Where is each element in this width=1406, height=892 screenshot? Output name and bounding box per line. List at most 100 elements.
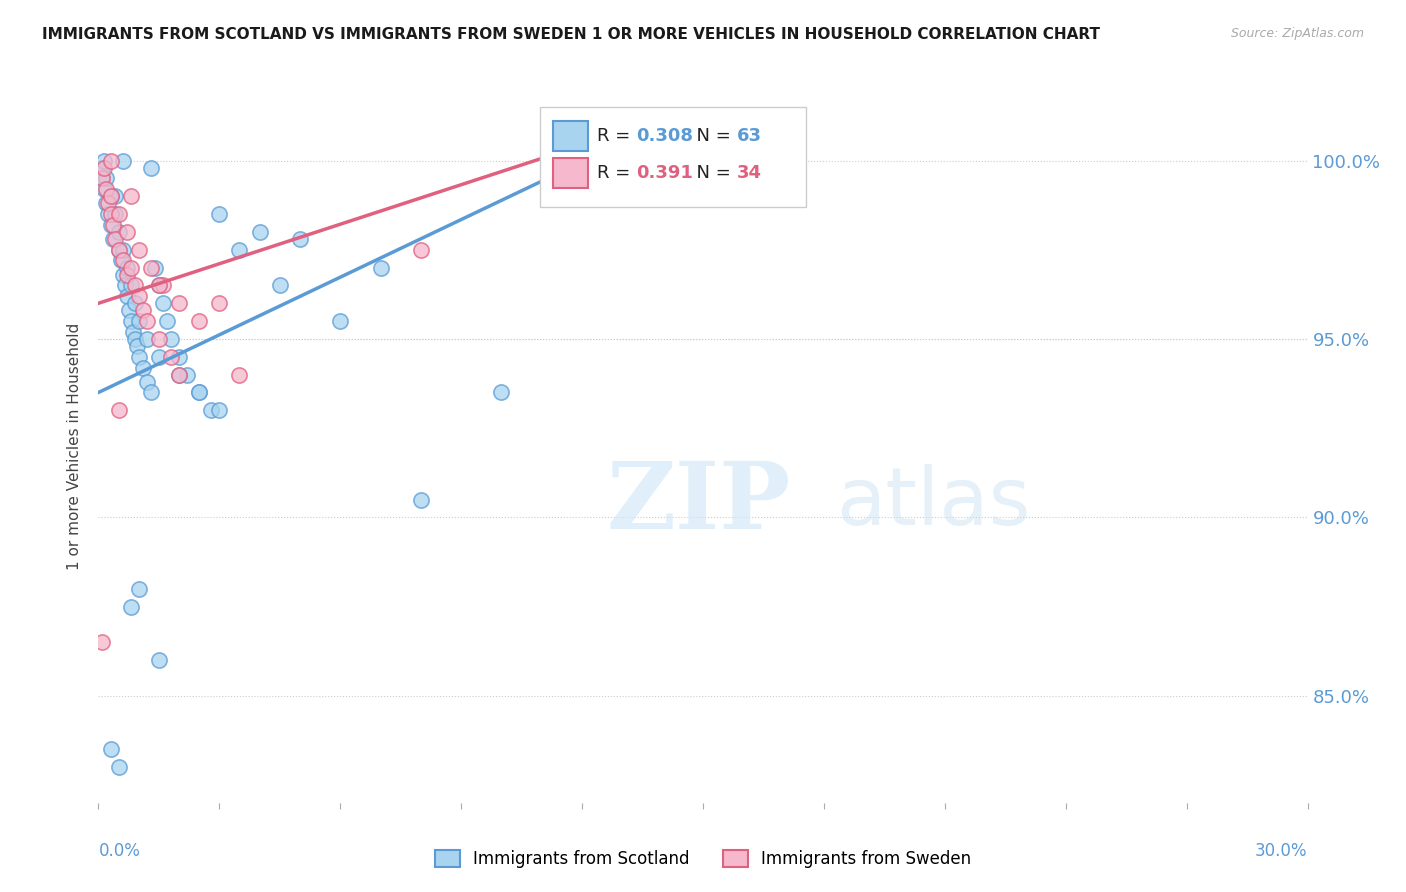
Point — [128, 582, 150, 596]
Text: N =: N = — [685, 127, 737, 145]
Point — [100, 218, 122, 232]
Point — [228, 243, 250, 257]
Point — [110, 253, 132, 268]
Point — [91, 171, 114, 186]
Point — [139, 260, 162, 275]
Point — [148, 278, 170, 293]
Point — [128, 243, 150, 257]
Text: R =: R = — [596, 164, 636, 182]
Point — [200, 403, 222, 417]
Y-axis label: 1 or more Vehicles in Household: 1 or more Vehicles in Household — [67, 322, 83, 570]
Point — [176, 368, 198, 382]
Point — [120, 189, 142, 203]
Point — [120, 278, 142, 293]
Point — [91, 635, 114, 649]
FancyBboxPatch shape — [553, 159, 588, 188]
Point — [111, 268, 134, 282]
Point — [118, 303, 141, 318]
Point — [491, 385, 513, 400]
Point — [96, 196, 118, 211]
Point — [120, 599, 142, 614]
Point — [143, 260, 166, 275]
Text: N =: N = — [685, 164, 737, 182]
Point — [128, 289, 150, 303]
Point — [111, 253, 134, 268]
Point — [409, 492, 432, 507]
Point — [101, 232, 124, 246]
Point — [97, 207, 120, 221]
Point — [107, 243, 129, 257]
Point — [96, 182, 118, 196]
Point — [114, 278, 136, 293]
Point — [132, 303, 155, 318]
Text: IMMIGRANTS FROM SCOTLAND VS IMMIGRANTS FROM SWEDEN 1 OR MORE VEHICLES IN HOUSEHO: IMMIGRANTS FROM SCOTLAND VS IMMIGRANTS F… — [42, 27, 1099, 42]
Point — [101, 218, 124, 232]
Point — [228, 368, 250, 382]
Point — [139, 161, 162, 175]
Point — [115, 289, 138, 303]
Point — [167, 368, 190, 382]
Text: 34: 34 — [737, 164, 762, 182]
Point — [107, 760, 129, 774]
Point — [107, 403, 129, 417]
Point — [249, 225, 271, 239]
Point — [156, 314, 179, 328]
Point — [120, 314, 142, 328]
Point — [100, 153, 122, 168]
Point — [329, 314, 352, 328]
Point — [135, 332, 157, 346]
Point — [148, 332, 170, 346]
FancyBboxPatch shape — [553, 120, 588, 151]
Point — [128, 314, 150, 328]
Point — [167, 296, 190, 310]
Text: 0.0%: 0.0% — [98, 842, 141, 860]
Point — [124, 296, 146, 310]
Point — [152, 278, 174, 293]
Point — [148, 278, 170, 293]
Point — [288, 232, 311, 246]
Point — [152, 296, 174, 310]
Point — [115, 260, 138, 275]
Point — [93, 161, 115, 175]
Point — [160, 350, 183, 364]
Point — [97, 196, 120, 211]
Point — [135, 314, 157, 328]
Point — [160, 332, 183, 346]
Point — [188, 385, 211, 400]
Point — [208, 207, 231, 221]
Point — [409, 243, 432, 257]
Point — [107, 225, 129, 239]
Point — [100, 189, 122, 203]
Point — [111, 153, 134, 168]
Point — [91, 161, 114, 175]
Point — [128, 350, 150, 364]
Point — [107, 243, 129, 257]
Point — [100, 189, 122, 203]
Point — [121, 325, 143, 339]
Point — [120, 260, 142, 275]
Legend: Immigrants from Scotland, Immigrants from Sweden: Immigrants from Scotland, Immigrants fro… — [427, 843, 979, 875]
Point — [111, 243, 134, 257]
Point — [188, 385, 211, 400]
Point — [103, 232, 125, 246]
Point — [167, 368, 190, 382]
Point — [135, 375, 157, 389]
Text: R =: R = — [596, 127, 636, 145]
Text: Source: ZipAtlas.com: Source: ZipAtlas.com — [1230, 27, 1364, 40]
Point — [139, 385, 162, 400]
Text: atlas: atlas — [837, 464, 1031, 542]
Point — [208, 403, 231, 417]
Point — [96, 171, 118, 186]
Point — [125, 339, 148, 353]
Text: 30.0%: 30.0% — [1256, 842, 1308, 860]
Point — [370, 260, 392, 275]
Point — [167, 350, 190, 364]
Text: 0.308: 0.308 — [637, 127, 693, 145]
Point — [107, 207, 129, 221]
Point — [93, 153, 115, 168]
Point — [132, 360, 155, 375]
Point — [148, 653, 170, 667]
Point — [115, 268, 138, 282]
Point — [103, 207, 125, 221]
Point — [100, 207, 122, 221]
